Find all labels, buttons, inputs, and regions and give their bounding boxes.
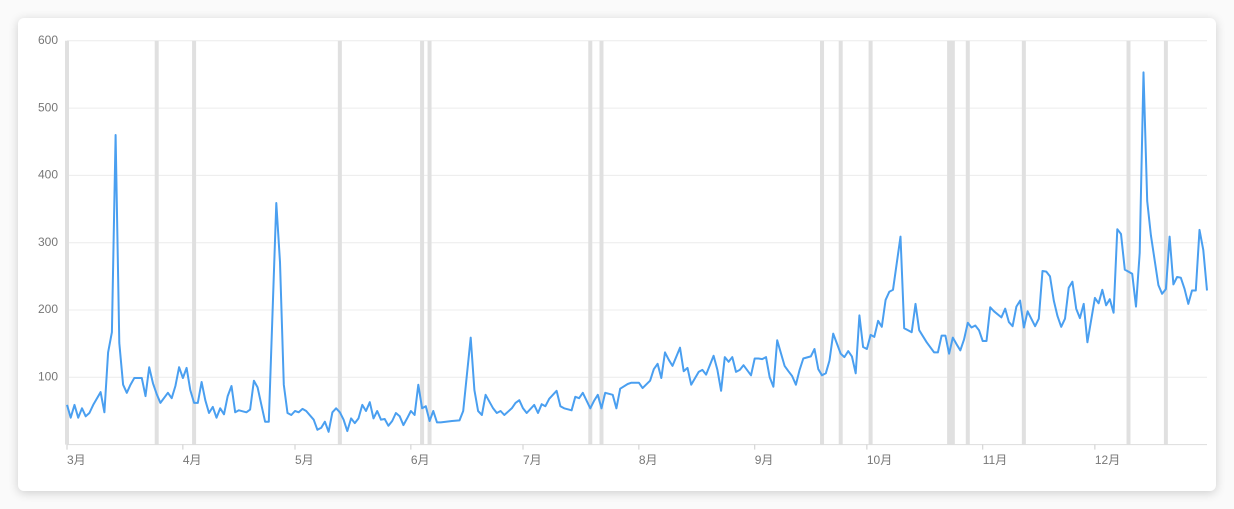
data-line [66, 71, 1208, 433]
x-tick-label: 11月 [983, 453, 1007, 467]
x-tick-label: 10月 [867, 453, 892, 467]
x-tick-label: 4月 [183, 453, 202, 467]
x-tick-label: 7月 [523, 453, 542, 467]
x-tick-label: 8月 [639, 453, 658, 467]
x-tick-label: 12月 [1095, 453, 1120, 467]
x-tick-label: 5月 [295, 453, 314, 467]
y-tick-label: 400 [38, 168, 58, 182]
y-tick-label: 500 [38, 100, 58, 114]
x-tick-label: 9月 [755, 453, 774, 467]
y-tick-label: 200 [38, 302, 58, 316]
y-tick-label: 100 [38, 369, 58, 383]
y-tick-label: 600 [38, 33, 58, 47]
y-tick-label: 300 [38, 235, 58, 249]
x-tick-label: 3月 [67, 453, 86, 467]
x-tick-label: 6月 [411, 453, 430, 467]
